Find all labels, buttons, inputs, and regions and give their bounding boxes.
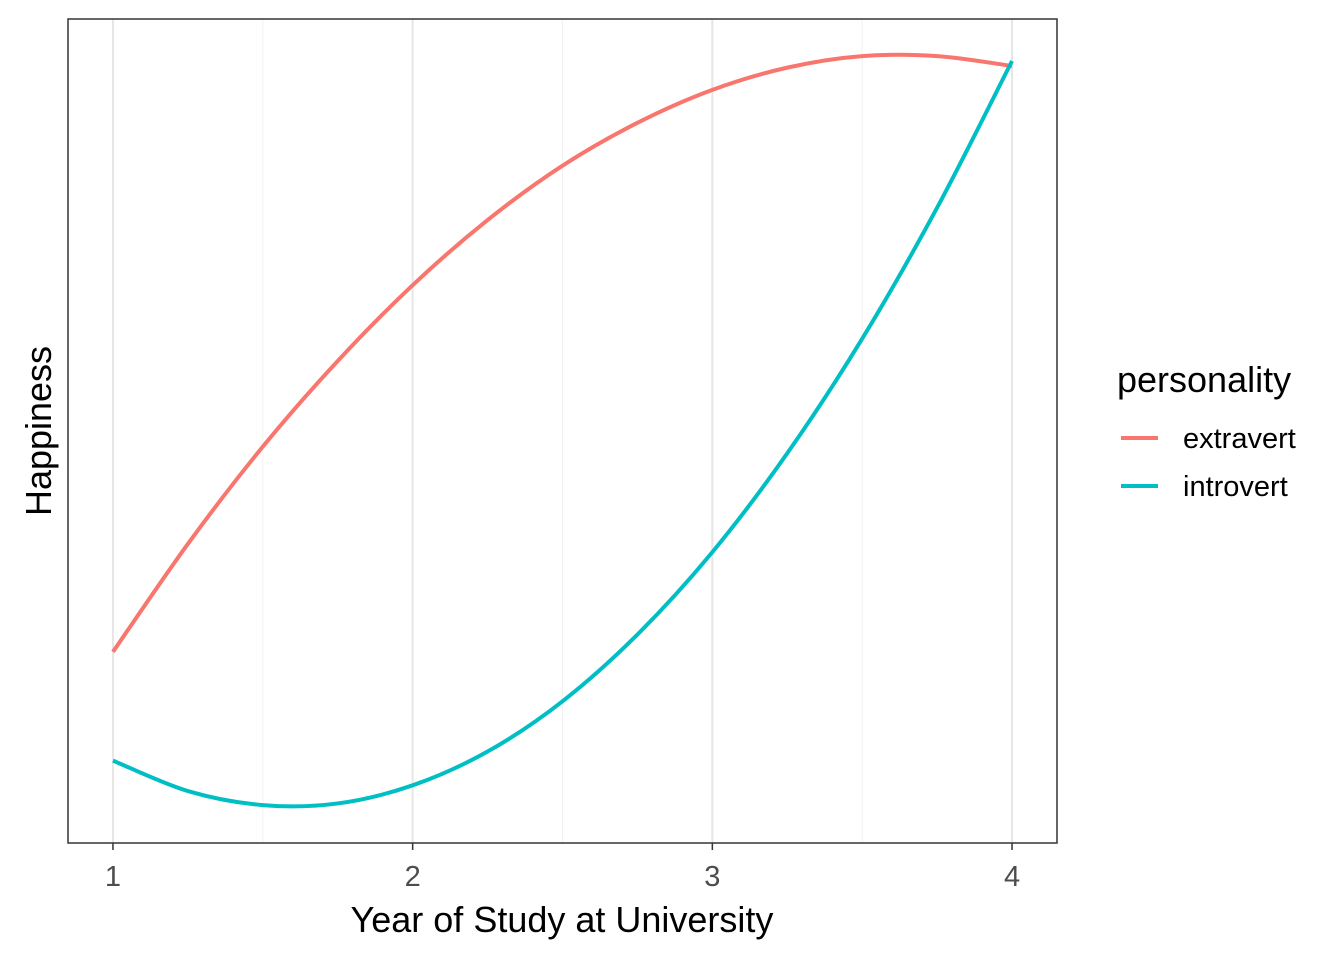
x-tick-label: 2	[405, 861, 421, 893]
x-tick-label: 4	[1004, 861, 1020, 893]
x-axis-title: Year of Study at University	[351, 899, 774, 940]
x-tick-label: 1	[105, 861, 121, 893]
panel-border	[67, 18, 1058, 844]
legend: personality extravert introvert	[1117, 359, 1296, 503]
x-tick-label: 3	[704, 861, 720, 893]
legend-label-introvert: introvert	[1183, 471, 1288, 503]
grid-lines	[111, 19, 1014, 843]
series-line-introvert	[112, 60, 1014, 809]
legend-label-extravert: extravert	[1183, 423, 1296, 455]
series-lines	[111, 52, 1014, 809]
legend-title: personality	[1117, 359, 1291, 400]
y-axis-title: Happiness	[18, 346, 59, 516]
x-axis-ticks: 1 2 3 4	[105, 843, 1020, 893]
series-line-extravert	[111, 52, 1013, 653]
